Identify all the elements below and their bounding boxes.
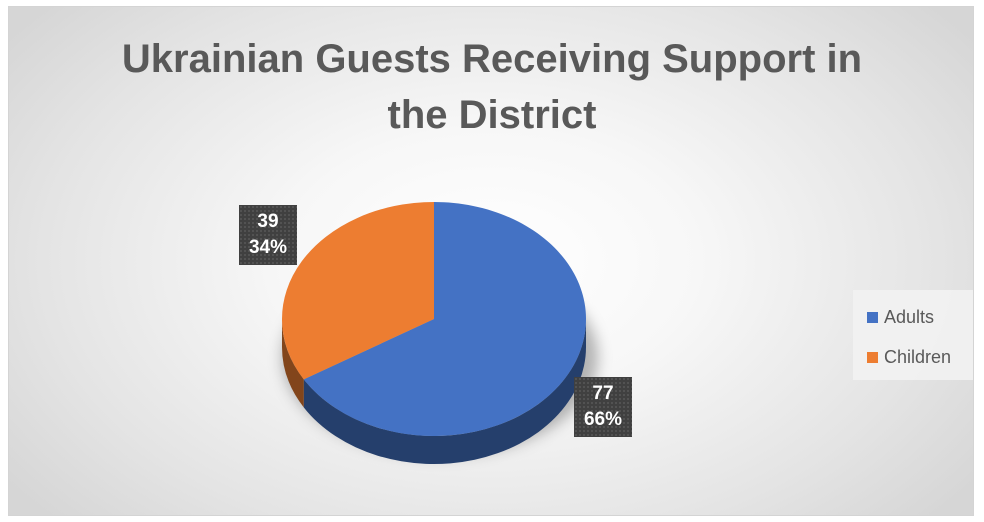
chart-title: Ukrainian Guests Receiving Support in th…: [9, 31, 973, 143]
pie-side-children: [282, 319, 304, 408]
pie-side-adults: [303, 319, 586, 464]
legend: Adults Children: [853, 290, 973, 380]
data-label-adults: 77 66%: [574, 377, 632, 437]
legend-item-children: Children: [867, 346, 951, 368]
data-label-children: 39 34%: [239, 205, 297, 265]
pie-plot: [281, 202, 598, 464]
legend-label-adults: Adults: [884, 306, 935, 327]
legend-swatch-children: [867, 351, 878, 363]
data-label-adults-percent: 66%: [583, 409, 623, 430]
pie-slice-children[interactable]: [281, 202, 434, 380]
chart-title-line-2: the District: [387, 93, 597, 137]
chart-area: Ukrainian Guests Receiving Support in th…: [8, 6, 974, 516]
chart-title-line-1: Ukrainian Guests Receiving Support in: [121, 37, 863, 81]
legend-label-children: Children: [884, 346, 952, 367]
legend-item-adults: Adults: [867, 306, 934, 328]
data-label-adults-value: 77: [592, 383, 614, 404]
data-label-children-percent: 34%: [248, 237, 288, 258]
data-label-children-value: 39: [257, 211, 279, 232]
legend-swatch-adults: [867, 311, 878, 323]
pie-slice-adults[interactable]: [303, 202, 586, 436]
